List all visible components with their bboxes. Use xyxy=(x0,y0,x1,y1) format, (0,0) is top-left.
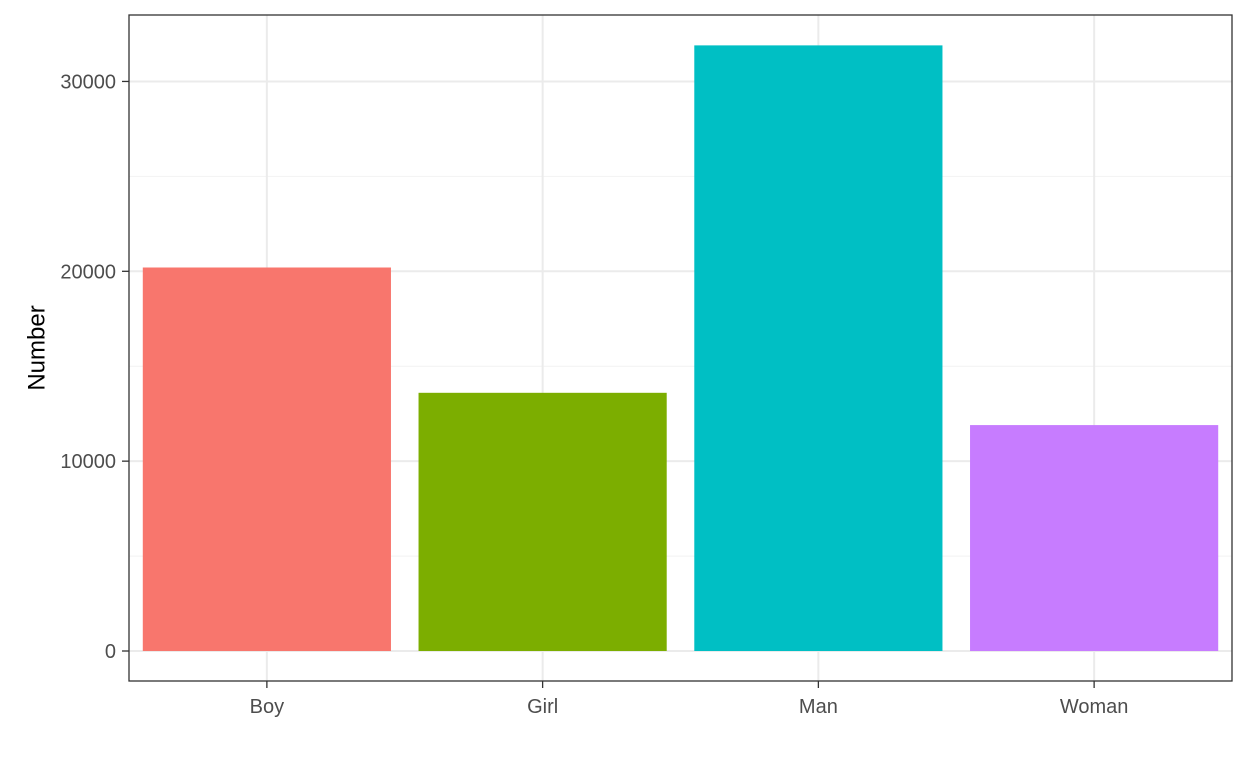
x-tick-label: Girl xyxy=(527,696,558,718)
axes: 0 10000 20000 30000 Boy Girl Man Woman xyxy=(60,71,1128,718)
bars xyxy=(142,45,1219,652)
x-tick-label: Man xyxy=(799,696,838,718)
bar-girl xyxy=(418,392,667,652)
bar-woman xyxy=(970,425,1219,652)
plot-panel-border xyxy=(128,14,1233,682)
x-tick-label: Boy xyxy=(250,696,284,718)
bar-boy xyxy=(142,267,391,652)
x-tick-label: Woman xyxy=(1060,696,1129,718)
y-axis-title: Number xyxy=(23,305,50,390)
y-tick-label: 0 xyxy=(105,641,116,663)
y-tick-label: 10000 xyxy=(60,451,116,473)
y-tick-label: 20000 xyxy=(60,261,116,283)
bar-man xyxy=(694,45,943,652)
y-tick-label: 30000 xyxy=(60,71,116,93)
